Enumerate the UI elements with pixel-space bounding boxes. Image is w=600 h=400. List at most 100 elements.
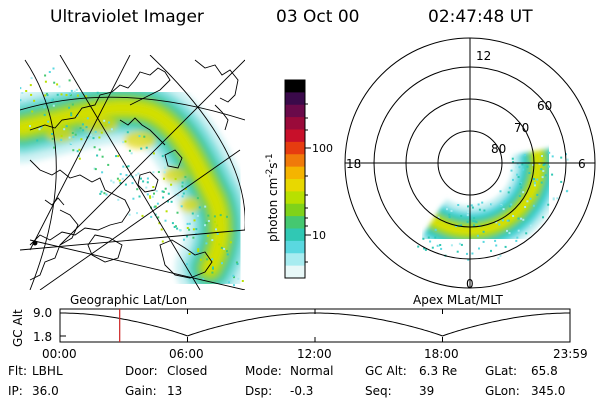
glon-label: GLon: — [485, 384, 520, 398]
aurora-bright-patch — [180, 197, 200, 213]
polar-speckle — [497, 257, 500, 260]
polar-speckle — [540, 181, 543, 184]
aurora-speckle — [127, 165, 130, 168]
aurora-speckle — [68, 106, 71, 109]
aurora-speckle — [138, 135, 141, 138]
polar-speckle — [506, 229, 508, 232]
polar-aurora-layer — [430, 150, 542, 235]
aurora-band-layer — [20, 101, 228, 275]
aurora-speckle — [86, 117, 89, 120]
altitude-ylabel: GC Alt — [11, 309, 25, 347]
aurora-speckle — [196, 214, 199, 217]
colorbar-segment — [285, 191, 305, 205]
aurora-speckle — [48, 71, 51, 73]
colorbar-segment — [285, 179, 305, 192]
aurora-speckle — [45, 92, 48, 95]
aurora-speckle — [61, 125, 64, 128]
aurora-speckle — [96, 154, 99, 157]
aurora-speckle — [164, 187, 167, 190]
aurora-speckle — [193, 219, 196, 222]
polar-speckle — [529, 224, 532, 227]
polar-speckle — [473, 217, 476, 220]
polar-speckle — [542, 164, 545, 166]
aurora-speckle — [76, 94, 79, 97]
polar-speckle — [491, 202, 494, 205]
aurora-speckle — [160, 228, 163, 231]
aurora-speckle — [188, 228, 191, 231]
aurora-speckle — [180, 205, 183, 208]
aurora-speckle — [183, 238, 185, 241]
aurora-speckle — [207, 220, 210, 222]
aurora-speckle — [164, 219, 167, 222]
aurora-speckle — [186, 222, 189, 225]
aurora-speckle — [174, 177, 177, 180]
aurora-speckle — [51, 133, 53, 135]
polar-speckle — [467, 205, 469, 208]
colorbar-ticks — [305, 103, 311, 263]
polar-speckle — [542, 216, 544, 219]
aurora-speckle — [73, 90, 76, 93]
polar-speckle — [450, 209, 453, 212]
ip-value: 36.0 — [32, 384, 59, 398]
aurora-speckle — [236, 262, 239, 265]
aurora-speckle — [100, 131, 103, 134]
aurora-speckle — [72, 149, 75, 152]
aurora-speckle — [130, 152, 133, 155]
aurora-speckle — [237, 277, 240, 280]
colorbar-segment — [285, 117, 305, 131]
colorbar-tick-100: 100 — [312, 142, 333, 155]
polar-speckle — [517, 176, 520, 178]
polar-speckle — [522, 218, 525, 221]
aurora-speckle — [79, 127, 82, 130]
polar-speckle — [511, 157, 514, 160]
polar-speckle — [478, 247, 480, 250]
polar-speckle — [466, 252, 468, 255]
polar-speckle — [466, 220, 469, 223]
polar-speckle — [482, 240, 485, 243]
polar-speckle — [422, 237, 425, 240]
aurora-speckle — [58, 85, 61, 88]
aurora-speckle — [124, 183, 127, 186]
polar-speckle — [548, 151, 551, 154]
aurora-speckle — [85, 95, 88, 98]
aurora-speckle — [174, 225, 177, 228]
colorbar-segment — [285, 80, 305, 93]
aurora-speckle — [92, 137, 95, 140]
aurora-speckle — [125, 174, 128, 177]
polar-speckle — [417, 245, 420, 248]
aurora-speckle — [152, 171, 155, 174]
mlat-label-70: 70 — [514, 121, 529, 135]
aurora-speckle — [20, 99, 22, 102]
gain-value: 13 — [167, 384, 183, 398]
aurora-speckle — [157, 216, 160, 219]
polar-speckle — [544, 174, 547, 177]
polar-speckle — [532, 204, 535, 207]
polar-speckle — [437, 244, 440, 247]
polar-speckle — [502, 208, 505, 211]
polar-speckle — [458, 242, 461, 245]
aurora-speckle — [220, 246, 223, 249]
aurora-speckle — [178, 187, 181, 190]
door-value: Closed — [167, 364, 208, 378]
aurora-speckle — [173, 226, 176, 228]
aurora-speckle — [145, 146, 148, 149]
aurora-speckle — [215, 228, 217, 231]
aurora-speckle — [63, 128, 66, 131]
aurora-speckle — [153, 192, 155, 195]
aurora-speckle — [71, 132, 74, 134]
aurora-speckle — [93, 146, 96, 149]
aurora-speckle — [206, 258, 209, 261]
aurora-speckle — [70, 89, 73, 92]
altitude-ytick-9: 9.0 — [33, 306, 52, 320]
aurora-speckle — [68, 79, 71, 82]
aurora-speckle — [221, 262, 223, 265]
aurora-speckle — [138, 195, 141, 198]
aurora-speckle — [136, 188, 139, 191]
aurora-speckle — [204, 205, 207, 208]
polar-speckle — [512, 215, 515, 217]
polar-speckle — [518, 195, 521, 197]
aurora-speckle — [192, 228, 195, 231]
